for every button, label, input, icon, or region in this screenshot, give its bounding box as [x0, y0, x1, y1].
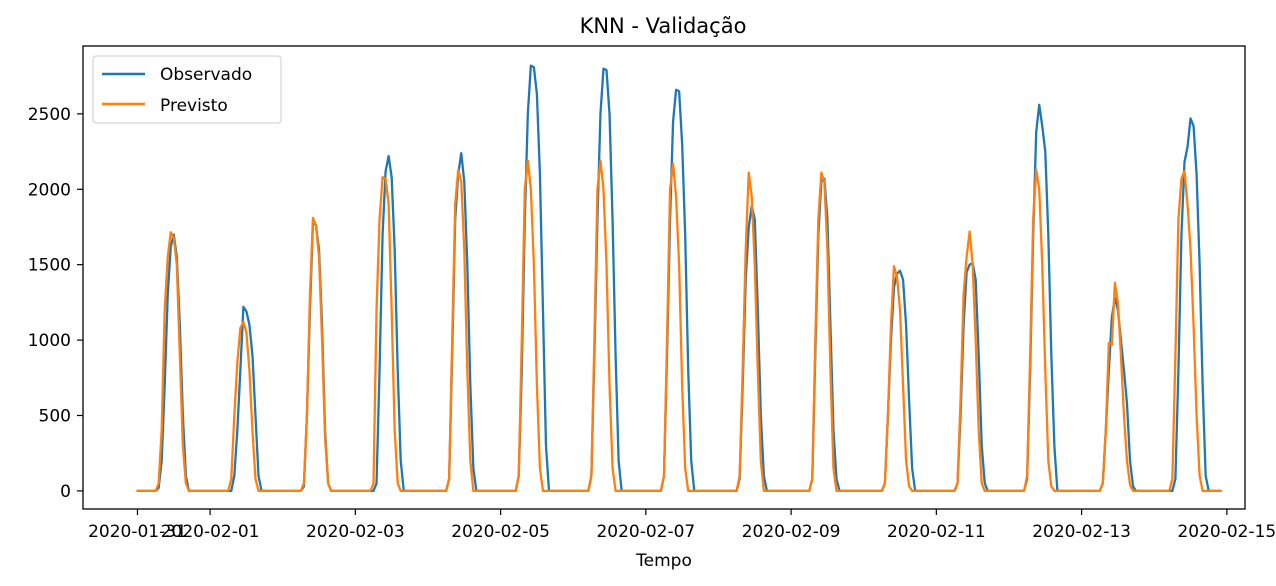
y-tick-label: 500 — [39, 406, 71, 426]
plot-area-frame — [82, 45, 1246, 510]
legend-label-observado: Observado — [160, 65, 252, 85]
x-tick-label: 2020-02-13 — [1032, 522, 1131, 542]
x-tick-label: 2020-02-15 — [1177, 522, 1276, 542]
x-tick-label: 2020-02-11 — [887, 522, 986, 542]
x-axis-label: Tempo — [635, 551, 692, 571]
x-tick-label: 2020-02-03 — [306, 522, 405, 542]
y-tick-label: 2500 — [28, 105, 71, 125]
legend-label-previsto: Previsto — [160, 96, 228, 116]
y-axis: 0 500 1000 1500 2000 2500 — [28, 105, 83, 502]
chart-title: KNN - Validação — [580, 14, 747, 38]
x-tick-label: 2020-01-31 — [88, 522, 187, 542]
y-tick-label: 2000 — [28, 180, 71, 200]
series-line-previsto — [136, 159, 1222, 493]
x-tick-label: 2020-02-01 — [161, 522, 260, 542]
legend: Observado Previsto — [92, 55, 282, 124]
y-tick-label: 1500 — [28, 256, 71, 276]
series-layer — [136, 64, 1222, 493]
x-tick-label: 2020-02-05 — [451, 522, 550, 542]
x-tick-label: 2020-02-07 — [596, 522, 695, 542]
x-tick-label: 2020-02-09 — [742, 522, 841, 542]
y-tick-label: 0 — [60, 482, 71, 502]
y-tick-label: 1000 — [28, 331, 71, 351]
